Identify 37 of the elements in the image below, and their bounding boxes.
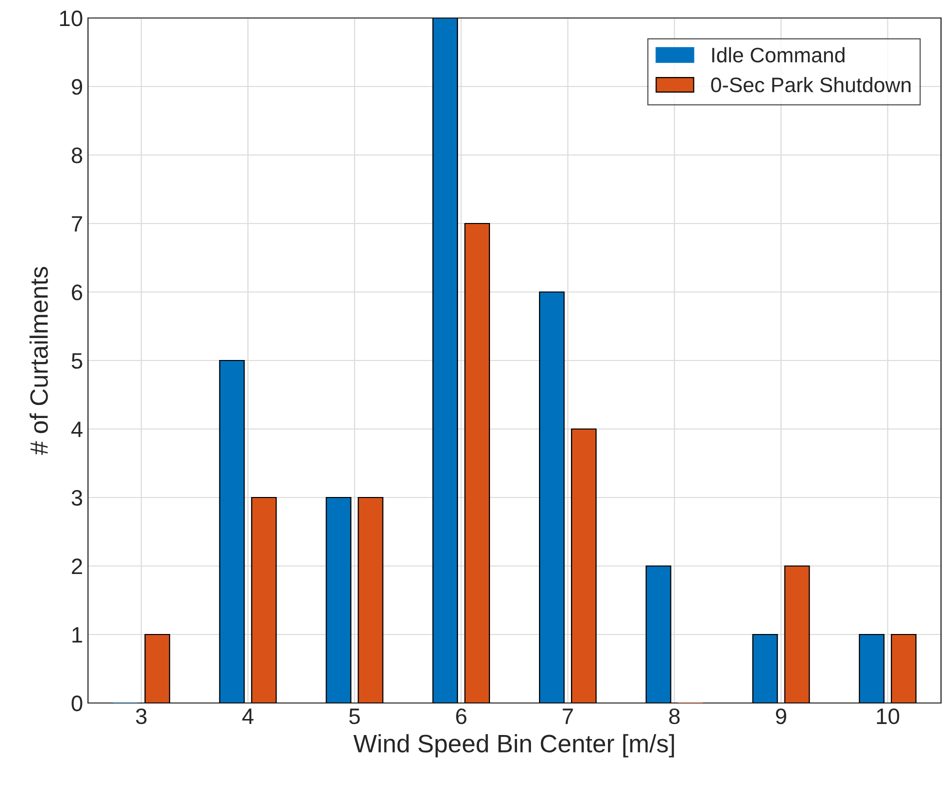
bar [432,18,458,703]
y-tick-label: 7 [72,216,82,232]
bar [784,565,810,703]
bar [646,565,672,703]
y-tick-label: 0 [72,696,82,712]
y-tick-label: 2 [72,558,82,574]
y-tick-label: 8 [72,148,82,164]
bar [326,496,352,703]
x-tick-label: 3 [136,708,147,724]
bar [219,360,245,703]
x-tick-label: 4 [242,708,254,724]
y-tick-label: 5 [72,353,82,369]
y-tick-label: 10 [60,10,82,26]
x-tick-label: 10 [877,708,900,724]
y-tick-label: 4 [71,422,82,438]
x-axis-title: Wind Speed Bin Center [m/s] [353,734,674,758]
x-tick-label: 8 [669,708,680,724]
y-tick-label: 6 [72,284,82,300]
y-tick-label: 3 [72,490,82,506]
bar [890,634,916,703]
y-tick-label: 1 [72,627,82,643]
bar [251,496,277,703]
x-tick-label: 9 [776,708,786,724]
bar [858,634,885,703]
legend-label: 0-Sec Park Shutdown [711,77,910,92]
x-tick-label: 6 [456,708,466,724]
bar [752,634,778,703]
y-axis-title: # of Curtailments [30,266,48,455]
bar [464,222,490,703]
bar [358,496,384,703]
x-tick-label: 7 [562,708,573,724]
bar [570,428,597,703]
y-tick-label: 9 [72,79,82,95]
bar [539,291,565,703]
bar [144,634,170,703]
x-tick-label: 5 [349,708,360,724]
legend-label: Idle Command [712,47,844,62]
